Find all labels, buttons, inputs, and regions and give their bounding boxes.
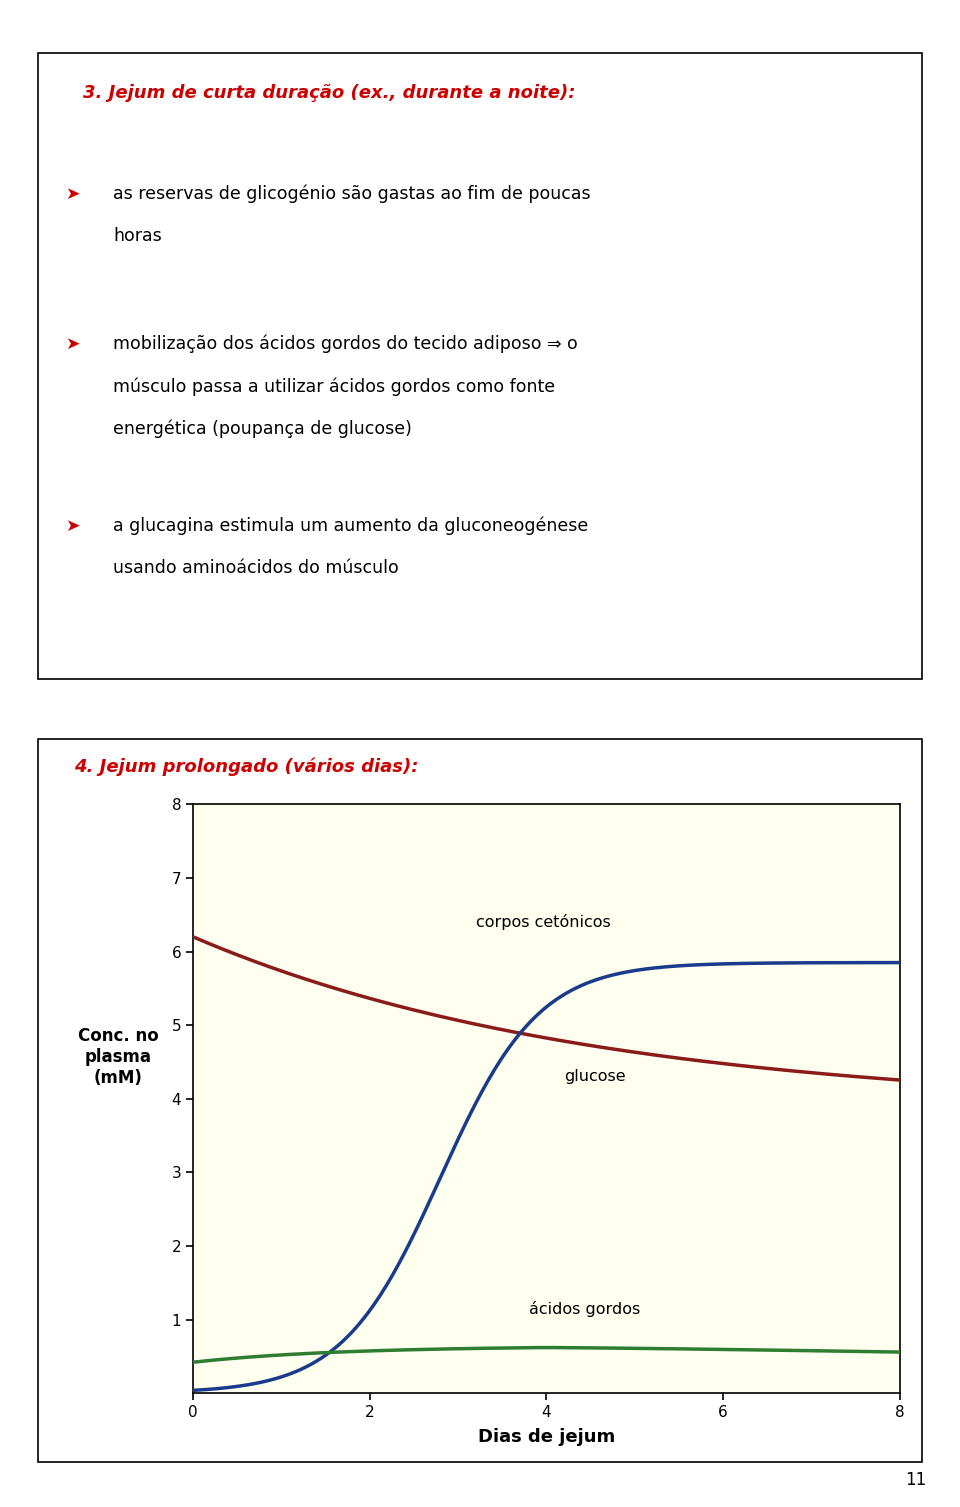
Text: as reservas de glicogénio são gastas ao fim de poucas: as reservas de glicogénio são gastas ao … (113, 184, 591, 203)
Text: ➤: ➤ (65, 517, 80, 535)
Text: mobilização dos ácidos gordos do tecido adiposo ⇒ o: mobilização dos ácidos gordos do tecido … (113, 335, 578, 353)
Text: horas: horas (113, 228, 162, 246)
Text: usando aminoácidos do músculo: usando aminoácidos do músculo (113, 559, 399, 577)
Text: 4. Jejum prolongado (vários dias):: 4. Jejum prolongado (vários dias): (74, 758, 419, 776)
Text: ➤: ➤ (65, 185, 80, 202)
Text: Conc. no
plasma
(mM): Conc. no plasma (mM) (78, 1028, 158, 1087)
Text: músculo passa a utilizar ácidos gordos como fonte: músculo passa a utilizar ácidos gordos c… (113, 377, 556, 396)
FancyBboxPatch shape (38, 53, 922, 680)
Text: 11: 11 (905, 1471, 926, 1489)
Text: 3. Jejum de curta duração (ex., durante a noite):: 3. Jejum de curta duração (ex., durante … (83, 84, 575, 102)
Text: ➤: ➤ (65, 335, 80, 353)
Text: energética (poupança de glucose): energética (poupança de glucose) (113, 420, 413, 439)
Text: a glucagina estimula um aumento da gluconeogénese: a glucagina estimula um aumento da gluco… (113, 517, 588, 535)
FancyBboxPatch shape (38, 740, 922, 1462)
